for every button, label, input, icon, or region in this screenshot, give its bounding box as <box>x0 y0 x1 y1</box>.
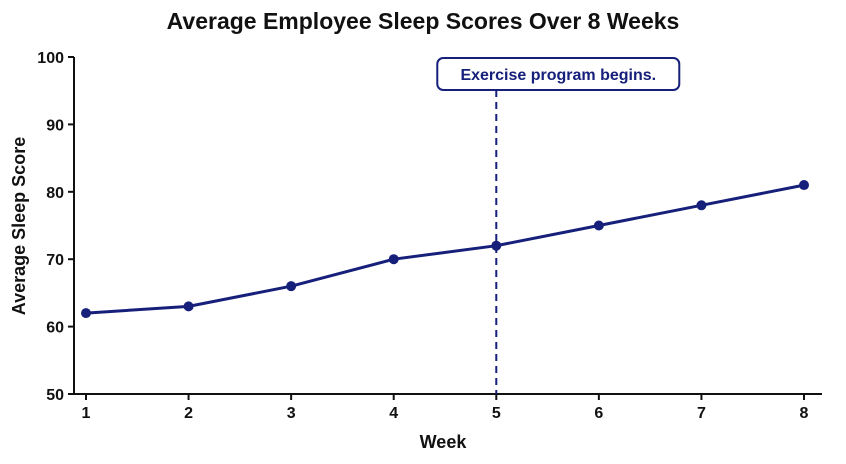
x-tick-label: 6 <box>594 405 603 422</box>
x-tick-label: 2 <box>184 405 193 422</box>
y-tick-label: 90 <box>46 117 64 134</box>
data-point-week-6 <box>593 220 604 231</box>
annotation: Exercise program begins. <box>436 57 681 394</box>
x-axis: 1 2 3 4 5 6 7 8 <box>74 393 822 422</box>
y-tick-label: 80 <box>46 185 64 202</box>
data-point-week-4 <box>388 254 399 265</box>
x-tick-label: 4 <box>389 405 398 422</box>
x-axis-title: Week <box>420 432 468 452</box>
series-points <box>81 180 809 319</box>
data-point-week-8 <box>799 180 809 191</box>
annotation-box <box>436 57 681 91</box>
y-axis-title: Average Sleep Score <box>9 137 29 315</box>
x-tick-label: 5 <box>492 405 501 422</box>
data-point-week-5 <box>491 240 502 251</box>
x-tick-label: 1 <box>82 405 91 422</box>
x-tick-label: 7 <box>697 405 706 422</box>
series-line <box>84 183 806 315</box>
data-point-week-7 <box>696 200 707 211</box>
data-point-week-1 <box>81 308 91 319</box>
chart-title: Average Employee Sleep Scores Over 8 Wee… <box>166 8 680 34</box>
y-tick-label: 50 <box>46 387 64 404</box>
y-tick-label: 60 <box>46 320 64 337</box>
y-ticks: 50 60 70 80 90 100 <box>37 50 74 404</box>
x-tick-label: 8 <box>800 405 809 422</box>
y-tick-label: 70 <box>46 252 64 269</box>
annotation-text: Exercise program begins. <box>460 67 656 84</box>
data-point-week-3 <box>286 281 297 292</box>
y-tick-label: 100 <box>37 50 64 67</box>
x-tick-label: 3 <box>287 405 296 422</box>
x-ticks: 1 2 3 4 5 6 7 8 <box>82 394 809 422</box>
y-axis: 50 60 70 80 90 100 <box>37 50 75 404</box>
data-point-week-2 <box>183 301 194 312</box>
